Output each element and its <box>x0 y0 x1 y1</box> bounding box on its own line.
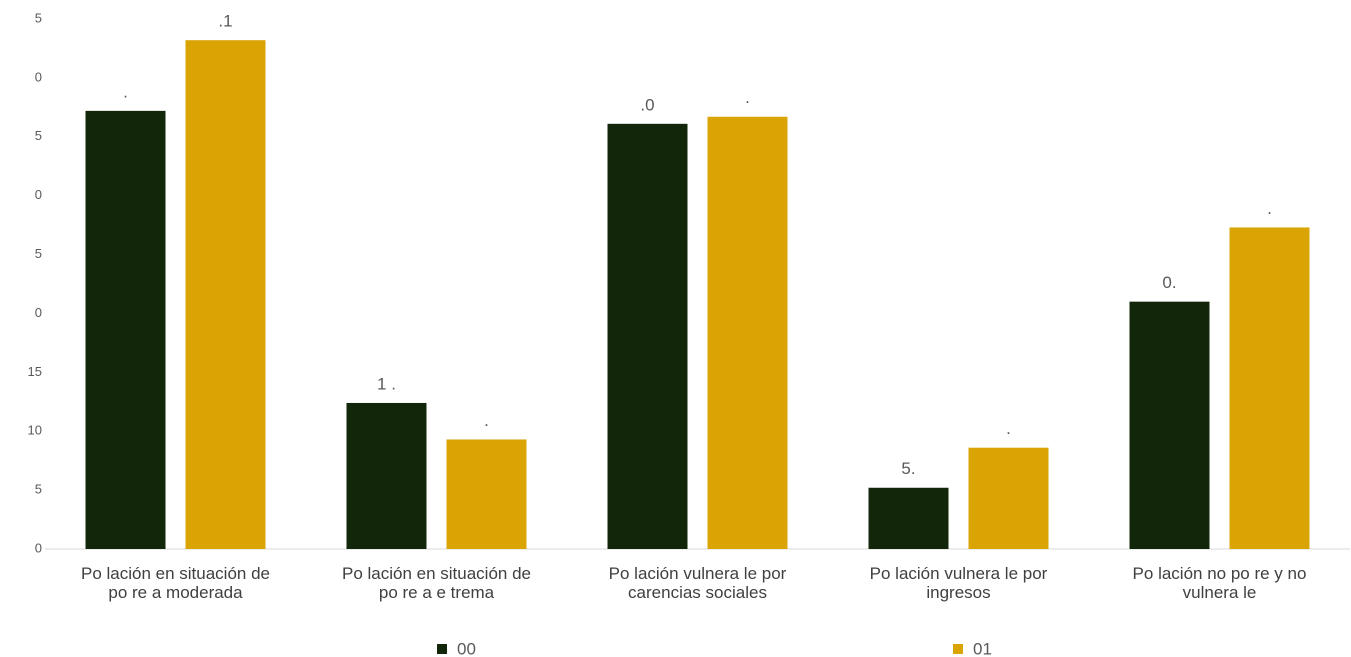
value-label: . <box>745 88 750 107</box>
x-tick-label: Po lación vulnera le por ingresos <box>869 564 1048 602</box>
x-tick-label: Po lación en situación de po re a modera… <box>80 564 271 602</box>
x-tick-label: Po lación no po re y no vulnera le <box>1132 564 1307 602</box>
value-label: .1 <box>218 12 232 31</box>
bar <box>346 402 427 549</box>
y-tick-label: 10 <box>28 423 42 438</box>
bar <box>1129 301 1210 549</box>
y-tick-label: 5 <box>35 10 42 25</box>
value-label: . <box>123 82 128 101</box>
value-label: 0. <box>1162 273 1176 292</box>
legend-label: 00 <box>457 639 476 657</box>
y-tick-label: 15 <box>28 364 42 379</box>
legend-label: 01 <box>973 639 992 657</box>
bar <box>707 116 788 549</box>
bar <box>868 487 949 549</box>
value-label: . <box>1267 199 1272 218</box>
legend-swatch <box>953 644 963 654</box>
bar <box>85 110 166 549</box>
value-label: 5. <box>901 459 915 478</box>
value-label: .0 <box>640 95 654 114</box>
x-tick-label: Po lación vulnera le por carencias socia… <box>608 564 787 602</box>
bar <box>446 439 527 549</box>
value-label: . <box>484 411 489 430</box>
y-tick-label: 5 <box>35 246 42 261</box>
y-tick-label: 5 <box>35 482 42 497</box>
y-tick-label: 5 <box>35 128 42 143</box>
bar <box>607 123 688 550</box>
value-label: 1 . <box>377 374 396 393</box>
y-tick-label: 0 <box>35 540 42 555</box>
x-tick-label: Po lación en situación de po re a e trem… <box>341 564 532 602</box>
y-tick-label: 0 <box>35 305 42 320</box>
bar <box>1229 227 1310 549</box>
bar <box>185 40 266 549</box>
legend-swatch <box>437 644 447 654</box>
value-label: . <box>1006 419 1011 438</box>
bar <box>968 447 1049 549</box>
y-tick-label: 0 <box>35 187 42 202</box>
y-tick-label: 0 <box>35 69 42 84</box>
